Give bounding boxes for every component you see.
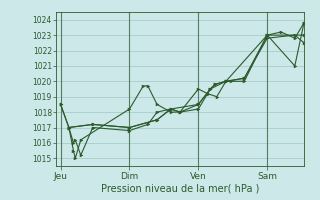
X-axis label: Pression niveau de la mer( hPa ): Pression niveau de la mer( hPa ) [101,183,259,193]
